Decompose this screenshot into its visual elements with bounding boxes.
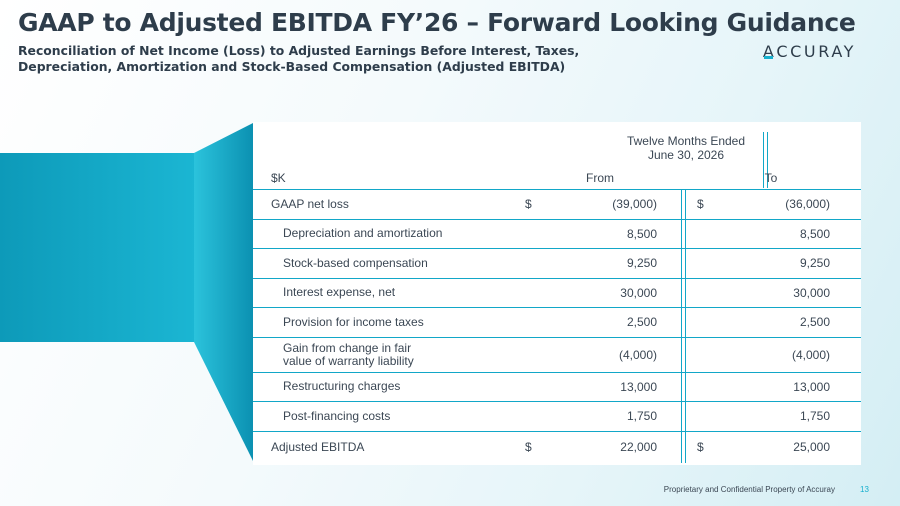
- header-divider-left: [763, 132, 764, 188]
- currency-symbol: $: [525, 440, 532, 454]
- period-header: Twelve Months Ended June 30, 2026: [511, 134, 861, 162]
- logo-first-letter: A: [762, 42, 777, 61]
- value-from: 2,500: [626, 315, 657, 329]
- value-from: 22,000: [620, 440, 657, 454]
- value-from: 1,750: [626, 409, 657, 423]
- accuray-logo: ACCURAY: [763, 42, 856, 61]
- row-label: Provision for income taxes: [283, 314, 424, 329]
- value-from: 9,250: [626, 256, 657, 270]
- column-divider-a: [681, 189, 682, 463]
- value-to: 30,000: [793, 285, 830, 300]
- row-label: Interest expense, net: [283, 285, 396, 299]
- value-to: 9,250: [799, 256, 830, 270]
- subtitle-line-1: Reconciliation of Net Income (Loss) to A…: [18, 43, 580, 58]
- currency-symbol: $: [697, 197, 704, 211]
- header-divider-right: [767, 132, 768, 188]
- value-to: 8,500: [799, 226, 830, 241]
- footer-confidential: Proprietary and Confidential Property of…: [663, 485, 835, 494]
- row-label: GAAP net loss: [271, 197, 349, 211]
- row-label: Depreciation and amortization: [283, 226, 443, 240]
- row-label-line-1: Gain from change in fair: [283, 340, 412, 355]
- table-row: Interest expense, net 30,000 30,000: [253, 278, 861, 308]
- value-to: 25,000: [793, 440, 830, 454]
- header-row: $K From To: [253, 167, 861, 190]
- table-row: Post-financing costs 1,750 1,750: [253, 401, 861, 432]
- value-to: (4,000): [791, 347, 830, 362]
- reconciliation-table: Twelve Months Ended June 30, 2026 $K Fro…: [253, 122, 861, 465]
- row-label: Restructuring charges: [283, 379, 401, 393]
- row-label: Post-financing costs: [283, 408, 391, 423]
- table-row: Provision for income taxes 2,500 2,500: [253, 307, 861, 338]
- page-number: 13: [860, 485, 869, 494]
- currency-symbol: $: [525, 197, 532, 211]
- period-line-2: June 30, 2026: [647, 148, 725, 162]
- row-label: Stock-based compensation: [283, 255, 428, 270]
- logo-rest: CCURAY: [776, 42, 856, 61]
- column-divider-b: [685, 189, 686, 463]
- value-from: (39,000): [612, 197, 657, 211]
- value-from: (4,000): [618, 347, 657, 362]
- currency-symbol: $: [697, 440, 704, 454]
- row-label: Adjusted EBITDA: [271, 440, 365, 454]
- subtitle-line-2: Depreciation, Amortization and Stock-Bas…: [18, 59, 566, 74]
- table-row: Stock-based compensation 9,250 9,250: [253, 248, 861, 279]
- value-from: 8,500: [626, 226, 657, 241]
- table-row-total: Adjusted EBITDA $ 22,000 $ 25,000: [253, 431, 861, 463]
- table-row: GAAP net loss $ (39,000) $ (36,000): [253, 189, 861, 220]
- value-from: 13,000: [620, 379, 657, 394]
- row-label: Gain from change in fair value of warran…: [283, 337, 513, 372]
- col-header-to: To: [764, 171, 778, 185]
- value-to: (36,000): [785, 197, 830, 211]
- period-line-1: Twelve Months Ended: [626, 134, 746, 148]
- value-to: 13,000: [793, 379, 830, 394]
- table-row: Depreciation and amortization 8,500 8,50…: [253, 219, 861, 249]
- unit-label: $K: [271, 171, 286, 185]
- row-label-line-2: value of warranty liability: [283, 353, 414, 368]
- value-from: 30,000: [620, 285, 657, 300]
- table-row: Restructuring charges 13,000 13,000: [253, 372, 861, 402]
- page-title: GAAP to Adjusted EBITDA FY’26 – Forward …: [18, 8, 856, 37]
- value-to: 1,750: [799, 409, 830, 423]
- col-header-from: From: [586, 171, 614, 185]
- table-row: Gain from change in fair value of warran…: [253, 337, 861, 373]
- page-subtitle: Reconciliation of Net Income (Loss) to A…: [18, 43, 638, 75]
- value-to: 2,500: [799, 315, 830, 329]
